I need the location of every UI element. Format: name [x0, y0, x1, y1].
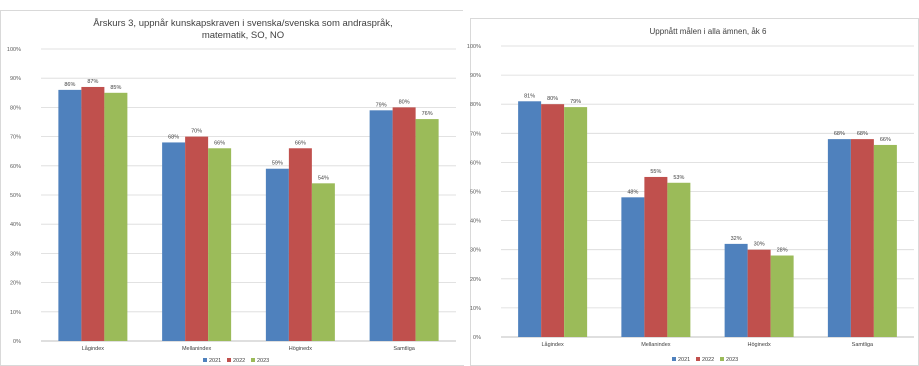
- chart-title: Uppnått målen i alla ämnen, åk 6: [650, 27, 768, 36]
- legend-label: 2021: [209, 358, 221, 364]
- data-label: 68%: [168, 134, 179, 140]
- bar-2021: [369, 110, 393, 341]
- bar-2021: [265, 168, 289, 341]
- y-tick-label: 0%: [13, 339, 21, 345]
- data-label: 85%: [110, 85, 121, 91]
- bar-2022: [81, 86, 105, 342]
- legend-swatch-2022: [696, 357, 700, 361]
- panel-gap: [463, 0, 469, 365]
- data-label: 66%: [880, 137, 891, 143]
- data-label: 55%: [650, 169, 661, 175]
- legend-label: 2023: [726, 357, 738, 363]
- data-label: 53%: [673, 175, 684, 181]
- bar-2022: [392, 107, 416, 342]
- chart-panel-grade6: Uppnått målen i alla ämnen, åk 6 0% 10% 20%…: [467, 18, 919, 366]
- y-tick-label: 80%: [10, 105, 21, 111]
- bar-2023: [667, 182, 691, 337]
- data-label: 80%: [547, 96, 558, 102]
- data-label: 54%: [318, 175, 329, 181]
- x-tick-label: Lågindex: [82, 345, 105, 352]
- bar-2023: [104, 92, 128, 341]
- y-tick-label: 40%: [10, 222, 21, 228]
- y-tick-label: 80%: [470, 102, 481, 108]
- data-label: 66%: [295, 140, 306, 146]
- legend-swatch-2021: [672, 357, 676, 361]
- bar-2022: [185, 136, 209, 341]
- bar-2021: [58, 89, 82, 341]
- bar-2021: [518, 101, 542, 337]
- legend-label: 2021: [678, 357, 690, 363]
- bar-2022: [288, 148, 312, 341]
- x-tick-label: Lågindex: [541, 341, 564, 348]
- bar-2021: [827, 139, 851, 337]
- y-tick-label: 20%: [470, 277, 481, 283]
- y-tick-label: 60%: [10, 164, 21, 170]
- y-tick-label: 40%: [470, 219, 481, 225]
- y-tick-label: 90%: [470, 73, 481, 79]
- legend-label: 2023: [257, 358, 269, 364]
- data-label: 30%: [754, 242, 765, 248]
- data-label: 86%: [64, 82, 75, 88]
- bar-2021: [162, 142, 186, 341]
- chart-title: Årskurs 3, uppnår kunskapskraven i svens…: [93, 18, 392, 29]
- bar-2021: [621, 197, 645, 337]
- legend-swatch-2023: [251, 358, 255, 362]
- y-tick-label: 10%: [10, 310, 21, 316]
- chart-panel-grade3: Årskurs 3, uppnår kunskapskraven i svens…: [0, 10, 464, 366]
- bar-2023: [873, 144, 897, 337]
- data-label: 80%: [399, 99, 410, 105]
- data-label: 76%: [422, 111, 433, 117]
- y-tick-label: 70%: [470, 131, 481, 137]
- legend-label: 2022: [233, 358, 245, 364]
- bar-2022: [747, 249, 771, 337]
- data-label: 28%: [777, 248, 788, 254]
- y-tick-label: 100%: [467, 44, 481, 50]
- data-label: 48%: [627, 189, 638, 195]
- y-tick-label: 100%: [7, 47, 21, 53]
- data-label: 70%: [191, 129, 202, 135]
- legend-swatch-2022: [227, 358, 231, 362]
- bar-2023: [208, 148, 232, 341]
- bar-2022: [850, 139, 874, 337]
- data-label: 87%: [87, 79, 98, 85]
- bar-2023: [770, 255, 794, 337]
- bar-2022: [541, 104, 565, 337]
- x-tick-label: Höginedx: [289, 346, 312, 352]
- chart-grade3-svg: Årskurs 3, uppnår kunskapskraven i svens…: [7, 18, 456, 364]
- y-tick-label: 30%: [470, 248, 481, 254]
- legend-swatch-2021: [203, 358, 207, 362]
- x-tick-label: Samtliga: [393, 346, 415, 352]
- y-tick-label: 60%: [470, 160, 481, 166]
- bar-2021: [724, 243, 748, 337]
- y-tick-label: 50%: [10, 193, 21, 199]
- data-label: 68%: [834, 131, 845, 137]
- data-label: 32%: [731, 236, 742, 242]
- chart-grade6-svg: Uppnått målen i alla ämnen, åk 6 0% 10% 20%…: [467, 27, 914, 363]
- y-tick-label: 50%: [470, 190, 481, 196]
- data-label: 81%: [524, 93, 535, 99]
- y-tick-label: 30%: [10, 251, 21, 257]
- bar-2022: [644, 176, 668, 337]
- y-tick-label: 10%: [470, 306, 481, 312]
- x-tick-label: Höginedx: [748, 342, 771, 348]
- bar-2023: [311, 183, 335, 341]
- x-tick-label: Mellanindex: [641, 342, 671, 348]
- data-label: 68%: [857, 131, 868, 137]
- x-tick-label: Mellanindex: [182, 346, 212, 352]
- bar-2023: [415, 119, 439, 341]
- data-label: 66%: [214, 140, 225, 146]
- data-label: 79%: [376, 102, 387, 108]
- legend-swatch-2023: [720, 357, 724, 361]
- chart-title: matematik, SO, NO: [202, 30, 284, 41]
- y-tick-label: 0%: [473, 335, 481, 341]
- data-label: 59%: [272, 161, 283, 167]
- y-tick-label: 20%: [10, 281, 21, 287]
- x-tick-label: Samtliga: [852, 342, 874, 348]
- legend-label: 2022: [702, 357, 714, 363]
- y-tick-label: 90%: [10, 76, 21, 82]
- data-label: 79%: [570, 99, 581, 105]
- y-tick-label: 70%: [10, 135, 21, 141]
- bar-2023: [564, 107, 588, 337]
